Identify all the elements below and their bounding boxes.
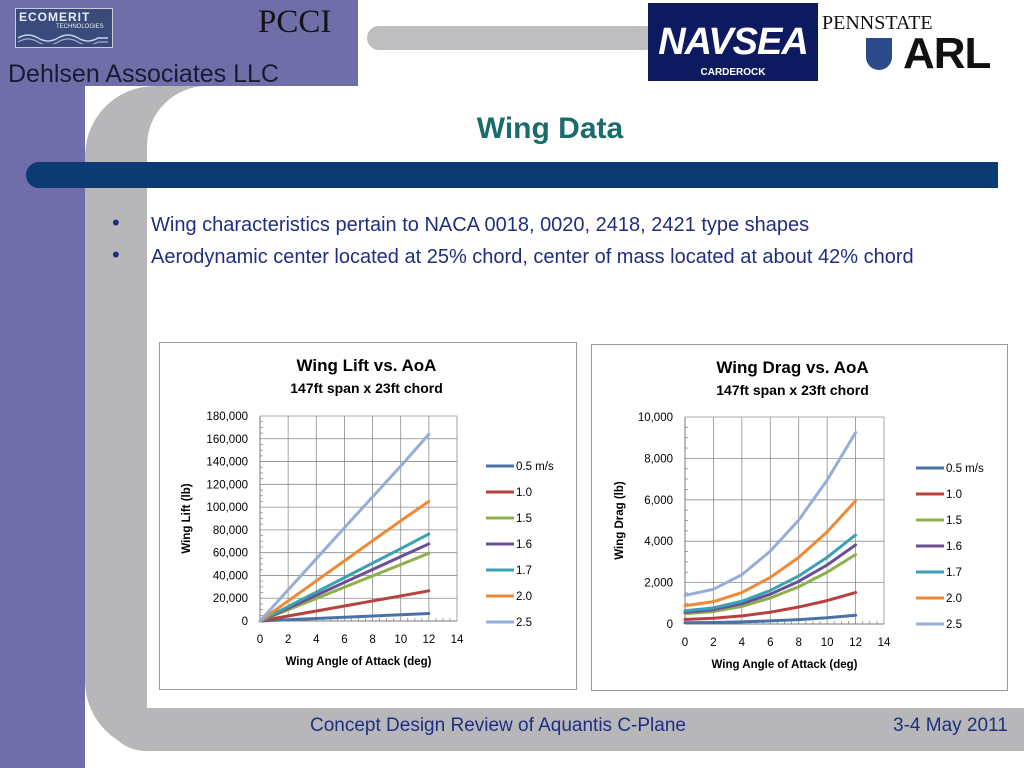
y-tick-label: 40,000 — [213, 570, 248, 582]
drag-chart-box: Wing Drag vs. AoA 147ft span x 23ft chord… — [591, 344, 1008, 691]
bullet-text-1: Wing characteristics pertain to NACA 001… — [151, 214, 810, 236]
legend-label: 0.5 m/s — [946, 463, 984, 475]
top-decor-pill — [367, 26, 657, 50]
x-tick-label: 4 — [313, 634, 320, 646]
y-tick-label: 160,000 — [206, 434, 248, 446]
series-line-2-5 — [683, 431, 858, 597]
x-axis-label: Wing Angle of Attack (deg) — [286, 656, 432, 668]
chart-title: Wing Drag vs. AoA — [716, 358, 868, 377]
shield-icon — [866, 38, 892, 70]
footer-date: 3-4 May 2011 — [893, 715, 1008, 736]
x-tick-label: 2 — [285, 634, 291, 646]
y-tick-label: 80,000 — [213, 525, 248, 537]
wave-icon — [18, 34, 108, 44]
slide-title: Wing Data — [476, 112, 624, 145]
x-tick-label: 12 — [849, 637, 862, 649]
navsea-logo: NAVSEA CARDEROCK — [648, 3, 818, 81]
legend-label: 1.0 — [516, 487, 532, 499]
y-tick-label: 20,000 — [213, 593, 248, 605]
series-line-1-7 — [683, 533, 858, 613]
y-tick-label: 100,000 — [206, 502, 248, 514]
x-axis-label: Wing Angle of Attack (deg) — [712, 659, 858, 671]
navsea-logo-text: NAVSEA — [658, 21, 809, 63]
series-line-1-5 — [683, 553, 858, 616]
x-tick-label: 10 — [394, 634, 407, 646]
legend-label: 2.0 — [516, 591, 532, 603]
x-tick-label: 14 — [878, 637, 891, 649]
chart-subtitle: 147ft span x 23ft chord — [290, 380, 443, 396]
x-tick-label: 6 — [767, 637, 773, 649]
y-tick-label: 0 — [242, 616, 248, 628]
lift-chart-box: Wing Lift vs. AoA 147ft span x 23ft chord… — [159, 342, 577, 690]
legend-label: 2.5 — [946, 619, 962, 631]
company-name: Dehlsen Associates LLC — [8, 60, 279, 88]
ecomerit-logo-subtext: TECHNOLOGIES — [56, 24, 104, 30]
y-tick-label: 8,000 — [644, 453, 673, 465]
x-tick-label: 14 — [451, 634, 464, 646]
y-tick-label: 4,000 — [644, 536, 673, 548]
y-tick-label: 0 — [667, 619, 673, 631]
left-decor-band — [0, 0, 85, 768]
bullet-icon: • — [112, 242, 120, 267]
x-tick-label: 10 — [821, 637, 834, 649]
ecomerit-logo-text: ECOMERIT — [19, 10, 91, 24]
series-line-0-5-m-s — [258, 611, 431, 623]
x-tick-label: 12 — [422, 634, 435, 646]
y-tick-label: 2,000 — [644, 578, 673, 590]
legend-label: 1.6 — [946, 541, 962, 553]
legend-label: 1.7 — [946, 567, 962, 579]
legend-label: 1.0 — [946, 489, 962, 501]
series-line-1-7 — [258, 532, 431, 623]
lift-chart: Wing Lift vs. AoA 147ft span x 23ft chord… — [181, 356, 554, 668]
series-line-1-6 — [683, 543, 858, 614]
y-tick-label: 120,000 — [206, 479, 248, 491]
x-tick-label: 8 — [369, 634, 375, 646]
y-tick-label: 10,000 — [638, 412, 673, 424]
drag-chart: Wing Drag vs. AoA 147ft span x 23ft chord… — [614, 358, 984, 671]
title-underline-bar — [26, 162, 998, 188]
y-tick-label: 6,000 — [644, 495, 673, 507]
series-line-0-5-m-s — [683, 613, 858, 625]
ecomerit-logo: ECOMERIT TECHNOLOGIES — [15, 8, 113, 48]
x-tick-label: 0 — [257, 634, 263, 646]
legend-label: 2.0 — [946, 593, 962, 605]
legend-label: 1.7 — [516, 565, 532, 577]
legend-label: 1.6 — [516, 539, 532, 551]
pennstate-logo: PENNSTATE — [822, 12, 933, 34]
x-tick-label: 0 — [682, 637, 688, 649]
x-tick-label: 2 — [710, 637, 716, 649]
legend-label: 0.5 m/s — [516, 461, 554, 473]
series-line-1-0 — [258, 589, 431, 623]
footer-title: Concept Design Review of Aquantis C-Plan… — [310, 715, 686, 736]
legend-label: 1.5 — [516, 513, 532, 525]
arl-logo: ARL — [903, 29, 991, 78]
bullet-icon: • — [112, 210, 120, 235]
series-line-1-0 — [683, 591, 858, 621]
x-tick-label: 4 — [739, 637, 746, 649]
x-tick-label: 6 — [341, 634, 347, 646]
y-tick-label: 60,000 — [213, 548, 248, 560]
navsea-logo-subtext: CARDEROCK — [700, 67, 766, 78]
series-line-2-0 — [683, 499, 858, 608]
x-tick-label: 8 — [796, 637, 802, 649]
y-axis-label: Wing Lift (lb) — [181, 483, 193, 553]
y-axis-label: Wing Drag (lb) — [614, 481, 626, 560]
series-line-2-0 — [258, 499, 431, 623]
chart-subtitle: 147ft span x 23ft chord — [716, 382, 869, 398]
y-tick-label: 180,000 — [206, 411, 248, 423]
legend-label: 2.5 — [516, 617, 532, 629]
y-tick-label: 140,000 — [206, 457, 248, 469]
footer-bar — [103, 708, 1024, 751]
series-line-2-5 — [258, 432, 431, 623]
pcci-logo: PCCI — [258, 4, 332, 40]
chart-title: Wing Lift vs. AoA — [297, 356, 437, 375]
bullet-text-2: Aerodynamic center located at 25% chord,… — [151, 246, 914, 268]
legend-label: 1.5 — [946, 515, 962, 527]
